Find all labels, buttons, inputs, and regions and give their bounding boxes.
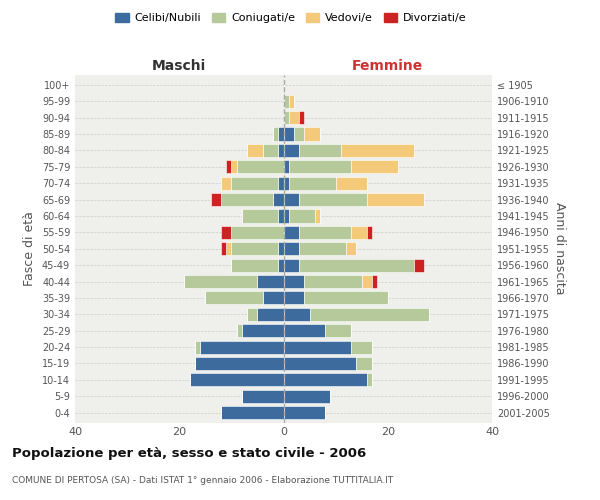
Bar: [221, 406, 284, 419]
Bar: [278, 258, 284, 272]
Bar: [200, 340, 284, 353]
Bar: [273, 128, 278, 140]
Bar: [278, 176, 284, 190]
Bar: [278, 144, 284, 157]
Bar: [284, 160, 289, 173]
Bar: [299, 242, 346, 256]
Bar: [289, 210, 315, 222]
Y-axis label: Fasce di età: Fasce di età: [23, 212, 36, 286]
Bar: [372, 275, 377, 288]
Bar: [242, 324, 284, 338]
Bar: [211, 193, 221, 206]
Bar: [284, 406, 325, 419]
Bar: [284, 324, 325, 338]
Bar: [221, 242, 226, 256]
Bar: [242, 390, 284, 403]
Bar: [232, 242, 278, 256]
Bar: [289, 160, 351, 173]
Bar: [414, 258, 424, 272]
Bar: [284, 258, 299, 272]
Bar: [232, 258, 278, 272]
Bar: [236, 324, 242, 338]
Bar: [232, 176, 278, 190]
Bar: [232, 160, 236, 173]
Bar: [284, 374, 367, 386]
Bar: [278, 210, 284, 222]
Bar: [367, 226, 372, 239]
Bar: [284, 210, 289, 222]
Bar: [284, 226, 299, 239]
Bar: [284, 390, 331, 403]
Bar: [284, 94, 289, 108]
Bar: [304, 275, 362, 288]
Bar: [284, 128, 294, 140]
Bar: [304, 128, 320, 140]
Bar: [221, 226, 232, 239]
Bar: [284, 275, 304, 288]
Text: Popolazione per età, sesso e stato civile - 2006: Popolazione per età, sesso e stato civil…: [12, 448, 366, 460]
Bar: [284, 357, 356, 370]
Bar: [190, 374, 284, 386]
Bar: [325, 324, 351, 338]
Legend: Celibi/Nubili, Coniugati/e, Vedovi/e, Divorziati/e: Celibi/Nubili, Coniugati/e, Vedovi/e, Di…: [111, 8, 471, 28]
Bar: [299, 111, 304, 124]
Bar: [284, 111, 289, 124]
Bar: [351, 226, 367, 239]
Bar: [278, 242, 284, 256]
Bar: [257, 308, 284, 321]
Bar: [242, 210, 278, 222]
Text: Maschi: Maschi: [152, 58, 206, 72]
Bar: [294, 128, 304, 140]
Bar: [299, 226, 351, 239]
Bar: [232, 226, 284, 239]
Bar: [247, 308, 257, 321]
Bar: [284, 292, 304, 304]
Bar: [263, 144, 278, 157]
Bar: [362, 275, 372, 288]
Bar: [284, 176, 289, 190]
Bar: [284, 193, 299, 206]
Bar: [247, 144, 263, 157]
Bar: [221, 176, 232, 190]
Bar: [346, 242, 356, 256]
Bar: [335, 176, 367, 190]
Bar: [273, 193, 284, 206]
Bar: [284, 308, 310, 321]
Bar: [184, 275, 257, 288]
Bar: [351, 160, 398, 173]
Bar: [289, 111, 299, 124]
Bar: [284, 340, 351, 353]
Bar: [367, 193, 424, 206]
Bar: [195, 340, 200, 353]
Text: Femmine: Femmine: [352, 58, 424, 72]
Bar: [304, 292, 388, 304]
Bar: [278, 128, 284, 140]
Bar: [289, 94, 294, 108]
Bar: [356, 357, 372, 370]
Bar: [195, 357, 284, 370]
Bar: [315, 210, 320, 222]
Bar: [341, 144, 414, 157]
Bar: [226, 242, 232, 256]
Y-axis label: Anni di nascita: Anni di nascita: [553, 202, 566, 295]
Text: COMUNE DI PERTOSA (SA) - Dati ISTAT 1° gennaio 2006 - Elaborazione TUTTITALIA.IT: COMUNE DI PERTOSA (SA) - Dati ISTAT 1° g…: [12, 476, 393, 485]
Bar: [257, 275, 284, 288]
Bar: [299, 144, 341, 157]
Bar: [299, 258, 414, 272]
Bar: [205, 292, 263, 304]
Bar: [226, 160, 232, 173]
Bar: [351, 340, 372, 353]
Bar: [221, 193, 273, 206]
Bar: [289, 176, 335, 190]
Bar: [310, 308, 430, 321]
Bar: [299, 193, 367, 206]
Bar: [263, 292, 284, 304]
Bar: [284, 242, 299, 256]
Bar: [284, 144, 299, 157]
Bar: [236, 160, 284, 173]
Bar: [367, 374, 372, 386]
